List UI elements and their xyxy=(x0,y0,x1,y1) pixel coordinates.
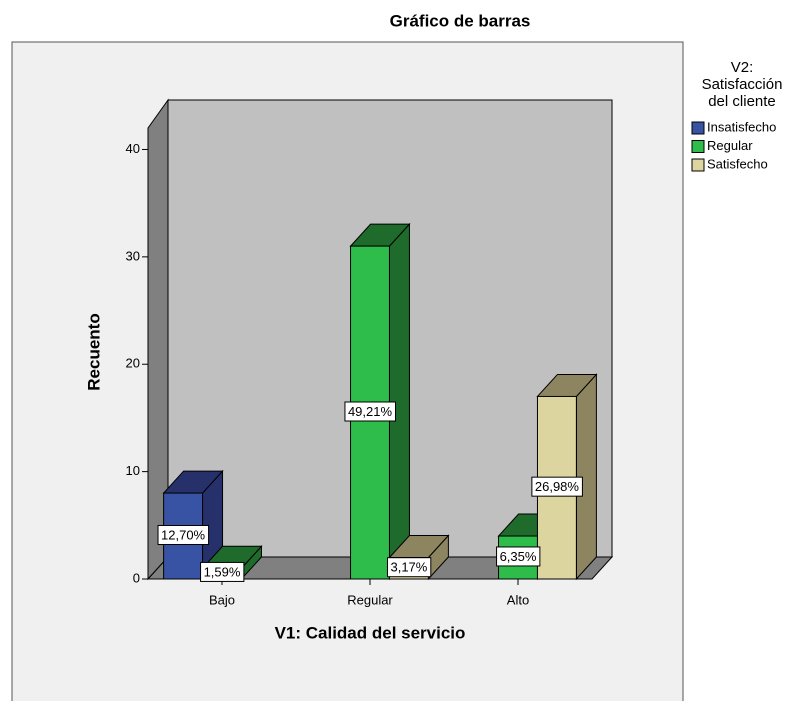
legend-title: V2: xyxy=(731,59,754,76)
x-tick-label: Bajo xyxy=(209,592,235,607)
y-tick-label: 0 xyxy=(133,570,140,585)
x-axis-label: V1: Calidad del servicio xyxy=(275,623,466,642)
y-tick-label: 20 xyxy=(126,356,140,371)
x-tick-label: Alto xyxy=(507,592,529,607)
legend-label: Regular xyxy=(707,138,753,153)
legend-label: Satisfecho xyxy=(707,156,768,171)
data-label-box xyxy=(496,546,541,567)
legend-swatch xyxy=(691,140,705,153)
legend-swatch xyxy=(691,158,705,172)
y-tick-label: 30 xyxy=(126,248,140,263)
data-label-box xyxy=(344,401,396,422)
legend-title: Satisfacción xyxy=(702,76,783,93)
y-axis-label: Recuento xyxy=(84,313,103,390)
data-label: 3,17% xyxy=(390,560,427,575)
legend-swatch xyxy=(691,121,705,135)
data-label: 26,98% xyxy=(535,479,580,494)
data-label: 6,35% xyxy=(500,549,537,564)
chart-title: Gráfico de barras xyxy=(390,11,531,30)
legend-label: Insatisfecho xyxy=(707,119,776,134)
data-label-box xyxy=(157,524,210,545)
legend-title: del cliente xyxy=(708,93,776,110)
data-label: 49,21% xyxy=(348,404,393,419)
data-label: 12,70% xyxy=(161,527,206,542)
x-tick-label: Regular xyxy=(347,592,393,607)
data-label-box xyxy=(200,561,245,582)
data-label-box xyxy=(531,476,583,497)
data-label: 1,59% xyxy=(204,564,241,579)
data-label-box xyxy=(386,557,432,578)
y-tick-label: 10 xyxy=(126,463,140,478)
y-tick-label: 40 xyxy=(126,141,140,156)
